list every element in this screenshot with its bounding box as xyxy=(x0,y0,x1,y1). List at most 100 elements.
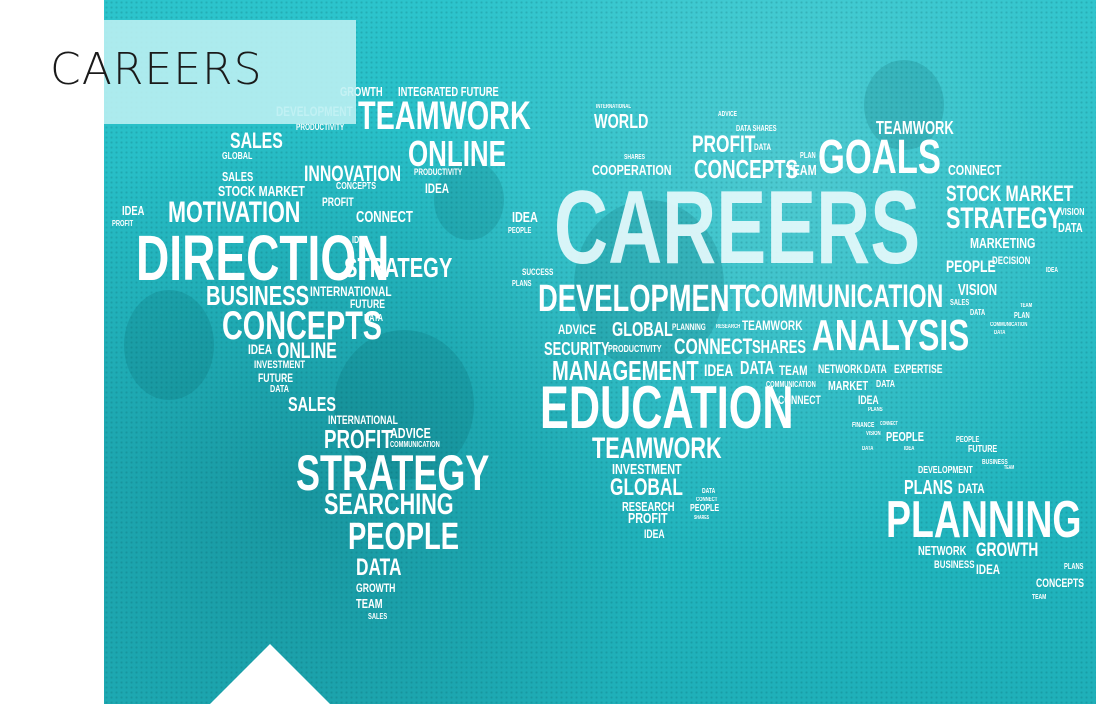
word: CONNECT xyxy=(356,209,413,226)
word: DATA xyxy=(862,446,874,452)
word: INTERNATIONAL xyxy=(310,283,392,299)
word: CONNECT xyxy=(778,393,821,407)
word: PEOPLE xyxy=(690,503,720,514)
word: SALES xyxy=(230,128,283,153)
word: DECISION xyxy=(992,255,1031,267)
word: STOCK MARKET xyxy=(218,183,305,200)
word: SUCCESS xyxy=(522,267,554,277)
word: PEOPLE xyxy=(508,226,532,235)
word: INTERNATIONAL xyxy=(328,413,398,427)
word: NETWORK xyxy=(918,543,967,558)
word: MARKET xyxy=(828,378,869,393)
word: COOPERATION xyxy=(592,162,672,179)
word: TEAMWORK xyxy=(358,94,531,138)
page-title: CAREERS xyxy=(50,44,263,95)
word: CONNECT xyxy=(696,497,718,503)
word: DATA xyxy=(876,379,895,390)
word: IDEA xyxy=(644,527,665,541)
word: PROFIT xyxy=(692,131,756,158)
background-person-silhouette xyxy=(434,160,504,240)
word: COMMUNICATION xyxy=(766,380,816,389)
word: PLAN xyxy=(800,151,816,160)
word: STRATEGY xyxy=(344,252,453,283)
word: CAREERS xyxy=(554,170,921,286)
word: VISION xyxy=(958,282,998,299)
word: PEOPLE xyxy=(886,429,924,444)
section-pointer-notch xyxy=(208,644,332,706)
word: DATA xyxy=(740,358,775,378)
word: BUSINESS xyxy=(206,280,310,311)
word: RESEARCH xyxy=(716,324,741,330)
word: TEAM xyxy=(786,162,817,179)
word: PLANS xyxy=(904,477,953,499)
word: TEAM xyxy=(1020,303,1033,309)
word: ADVICE xyxy=(718,111,738,118)
word: IDEA xyxy=(1046,267,1059,274)
word: PRODUCTIVITY xyxy=(296,122,345,132)
word: COMMUNICATION xyxy=(390,440,440,449)
word: TEAMWORK xyxy=(592,432,722,465)
word: COMMUNICATION xyxy=(744,278,944,314)
word: PEOPLE xyxy=(946,257,996,276)
word: IDEA xyxy=(425,180,450,196)
word: DATA xyxy=(1058,220,1083,235)
word: ONLINE xyxy=(408,133,506,174)
word: DATA xyxy=(270,384,289,395)
word: FINANCE xyxy=(852,422,875,429)
word: SEARCHING xyxy=(324,488,454,521)
word: INTERNATIONAL xyxy=(596,104,631,110)
word: GROWTH xyxy=(976,540,1039,561)
word: EXPERTISE xyxy=(894,362,943,376)
word: MOTIVATION xyxy=(168,196,301,229)
word: IDEA xyxy=(976,561,1001,577)
title-banner-background xyxy=(104,20,356,124)
word: INTEGRATED FUTURE xyxy=(398,84,499,99)
word: SHARES xyxy=(624,154,646,161)
word: IDEA xyxy=(122,203,145,218)
word: VISION xyxy=(866,431,881,437)
word: GROWTH xyxy=(356,581,396,595)
word: SALES xyxy=(222,169,254,184)
word: DEVELOPMENT xyxy=(918,465,973,476)
word: STOCK MARKET xyxy=(946,181,1074,206)
word: DATA xyxy=(958,480,985,496)
word: ANALYSIS xyxy=(812,311,970,360)
word: DATA xyxy=(864,362,887,376)
word: STRATEGY xyxy=(296,445,490,501)
word: TEAMWORK xyxy=(742,317,803,333)
word: DATA xyxy=(356,554,402,581)
word: IDEA xyxy=(248,341,273,357)
background-person-silhouette xyxy=(124,290,214,400)
word: DATA xyxy=(754,142,772,152)
word: PROFIT xyxy=(322,195,354,209)
word: BUSINESS xyxy=(982,459,1008,466)
word: PROFIT xyxy=(112,219,134,228)
word: GLOBAL xyxy=(612,319,673,341)
word: CONNECT xyxy=(880,421,898,427)
word: DATA SHARES xyxy=(736,124,777,133)
word: EDUCATION xyxy=(540,374,794,441)
word: SALES xyxy=(288,394,337,416)
word: SALES xyxy=(950,298,970,307)
word: DATA xyxy=(994,330,1006,336)
word: INNOVATION xyxy=(304,161,402,186)
word: CONNECT xyxy=(948,162,1002,179)
word: PLANS xyxy=(512,279,532,288)
word: TEAMWORK xyxy=(876,118,954,138)
word: INVESTMENT xyxy=(254,359,306,371)
word: DIRECTION xyxy=(136,222,390,294)
word: TEAM xyxy=(356,596,383,611)
word: COMMUNICATION xyxy=(990,322,1028,328)
word: ONLINE xyxy=(277,338,337,363)
word: BUSINESS xyxy=(934,559,975,571)
word: IDEA xyxy=(512,209,538,226)
word: PLANNING xyxy=(886,491,1082,549)
word: GLOBAL xyxy=(610,474,683,501)
word: ADVICE xyxy=(390,425,431,442)
word: VISION xyxy=(1060,207,1085,218)
word: TEAM xyxy=(779,362,808,378)
word: RESEARCH xyxy=(622,499,675,514)
word: PEOPLE xyxy=(956,435,980,444)
background-person-silhouette xyxy=(334,330,474,480)
word: PLANS xyxy=(868,407,883,413)
